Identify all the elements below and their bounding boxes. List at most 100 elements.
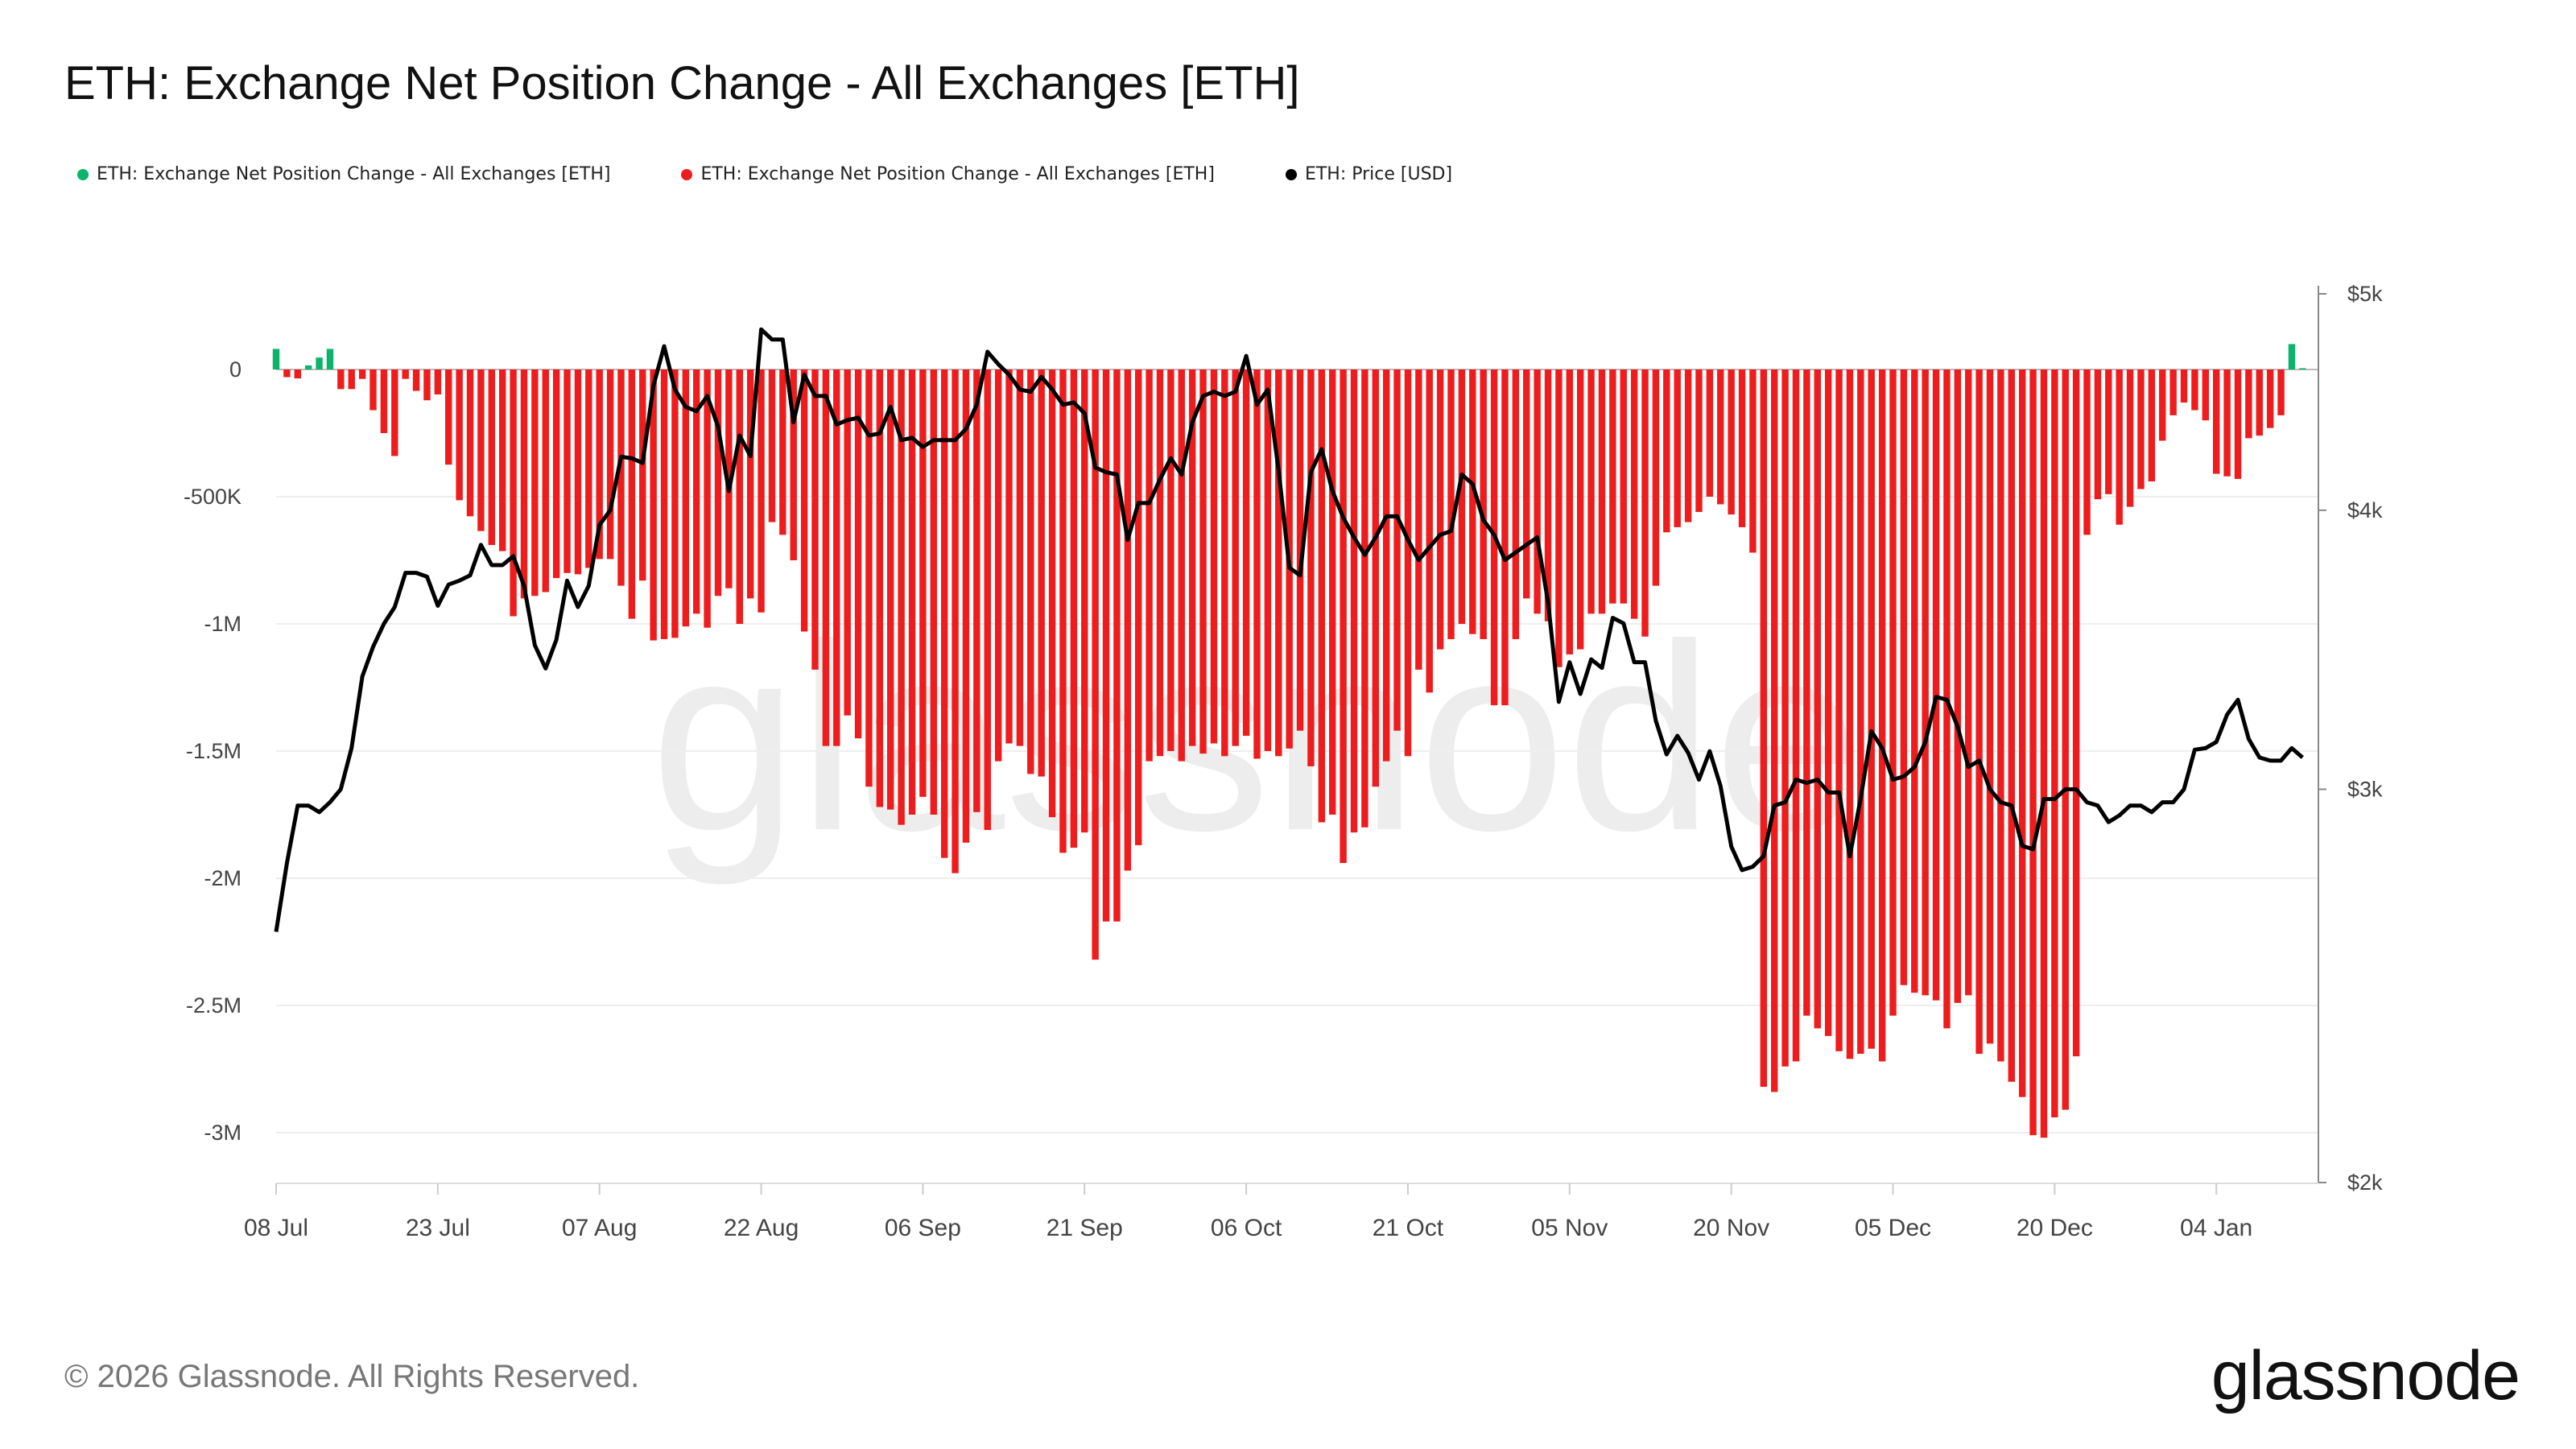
right-tick-label: $4k (2347, 498, 2383, 522)
bars (272, 344, 2306, 1138)
chart-title: ETH: Exchange Net Position Change - All … (64, 57, 1300, 109)
bar-negative (1005, 369, 1013, 744)
bar-negative (1534, 369, 1541, 614)
bar-negative (1264, 369, 1272, 751)
bar-negative (1296, 369, 1304, 731)
bar-negative (1975, 369, 1983, 1055)
bar-negative (973, 369, 980, 812)
bar-negative (2083, 369, 2091, 535)
bar-negative (790, 369, 797, 560)
bar-negative (520, 369, 528, 599)
bar-negative (1986, 369, 1994, 1044)
bar-negative (1340, 369, 1347, 864)
x-tick-label: 04 Jan (2180, 1215, 2252, 1241)
bar-negative (445, 369, 452, 465)
bar-negative (1814, 369, 1821, 1029)
bar-negative (1663, 369, 1670, 533)
bar-negative (1824, 369, 1832, 1036)
bar-negative (758, 369, 765, 613)
x-tick-label: 20 Dec (2017, 1215, 2093, 1241)
bar-negative (1135, 369, 1142, 845)
bar-negative (1146, 369, 1153, 762)
copyright-footer: © 2026 Glassnode. All Rights Reserved. (64, 1359, 640, 1394)
legend-label: ETH: Exchange Net Position Change - All … (97, 164, 611, 184)
right-tick-label: $2k (2347, 1170, 2383, 1195)
bar-negative (2062, 369, 2069, 1110)
bar-negative (1695, 369, 1703, 512)
bar-negative (1932, 369, 1940, 1001)
bar-negative (1027, 369, 1034, 774)
bar-negative (337, 369, 345, 390)
bar-negative (564, 369, 571, 573)
legend-item-outflow[interactable]: ETH: Exchange Net Position Change - All … (681, 164, 1215, 184)
right-tick-label: $3k (2347, 777, 2383, 801)
bar-negative (1738, 369, 1746, 527)
bar-negative (1469, 369, 1476, 634)
bar-negative (617, 369, 625, 586)
x-tick-label: 05 Dec (1855, 1215, 1931, 1241)
bar-negative (811, 369, 819, 670)
bar-negative (2202, 369, 2210, 421)
bar-negative (779, 369, 786, 535)
bar-negative (768, 369, 776, 522)
bar-negative (2072, 369, 2080, 1057)
bar-negative (1188, 369, 1196, 746)
bar-negative (746, 369, 754, 599)
left-tick-label: -2M (204, 866, 242, 890)
bar-negative (596, 369, 603, 559)
bar-negative (2256, 369, 2263, 436)
left-tick-label: -1.5M (186, 739, 242, 763)
bar-negative (1081, 369, 1088, 833)
x-tick-label: 21 Oct (1373, 1215, 1444, 1241)
bar-negative (391, 369, 398, 456)
legend-item-inflow[interactable]: ETH: Exchange Net Position Change - All … (77, 164, 610, 184)
bar-negative (531, 369, 539, 597)
left-tick-label: -500K (184, 485, 242, 509)
bar-positive (2288, 344, 2296, 369)
legend-item-price[interactable]: ETH: Price [USD] (1285, 164, 1452, 184)
bar-negative (1954, 369, 1962, 1003)
bar-positive (2299, 368, 2306, 369)
bar-negative (2051, 369, 2058, 1118)
bar-negative (1544, 369, 1552, 621)
bar-negative (660, 369, 668, 639)
bar-negative (2191, 369, 2198, 411)
bar-negative (1102, 369, 1110, 922)
bar-negative (423, 369, 431, 401)
bar-negative (412, 369, 420, 391)
bar-negative (1436, 369, 1444, 650)
bar-negative (2245, 369, 2252, 439)
bar-negative (2234, 369, 2242, 479)
bar-negative (1156, 369, 1164, 757)
bar-negative (1911, 369, 1918, 993)
bar-negative (1016, 369, 1024, 746)
bar-negative (919, 369, 927, 797)
bar-negative (2094, 369, 2102, 500)
bar-negative (1059, 369, 1067, 853)
bar-negative (2213, 369, 2220, 474)
bar-positive (316, 357, 323, 369)
bar-negative (1846, 369, 1854, 1059)
right-tick-label: $5k (2347, 282, 2383, 306)
bar-negative (1199, 369, 1207, 754)
bar-negative (1835, 369, 1843, 1051)
bar-negative (2008, 369, 2015, 1082)
bar-negative (1242, 369, 1250, 737)
bar-negative (1857, 369, 1864, 1055)
bar-negative (488, 369, 495, 546)
bar-negative (1361, 369, 1368, 828)
bar-negative (606, 369, 614, 559)
bar-negative (1372, 369, 1379, 787)
bar-negative (402, 369, 409, 379)
bar-negative (1113, 369, 1121, 922)
bar-negative (650, 369, 657, 641)
bar-negative (1307, 369, 1315, 766)
bar-negative (498, 369, 506, 551)
bar-negative (1210, 369, 1218, 744)
x-tick-label: 06 Oct (1211, 1215, 1282, 1241)
bar-negative (639, 369, 646, 581)
bar-negative (1706, 369, 1714, 497)
legend-dot-red-icon (681, 168, 693, 180)
x-tick-label: 07 Aug (562, 1215, 637, 1241)
